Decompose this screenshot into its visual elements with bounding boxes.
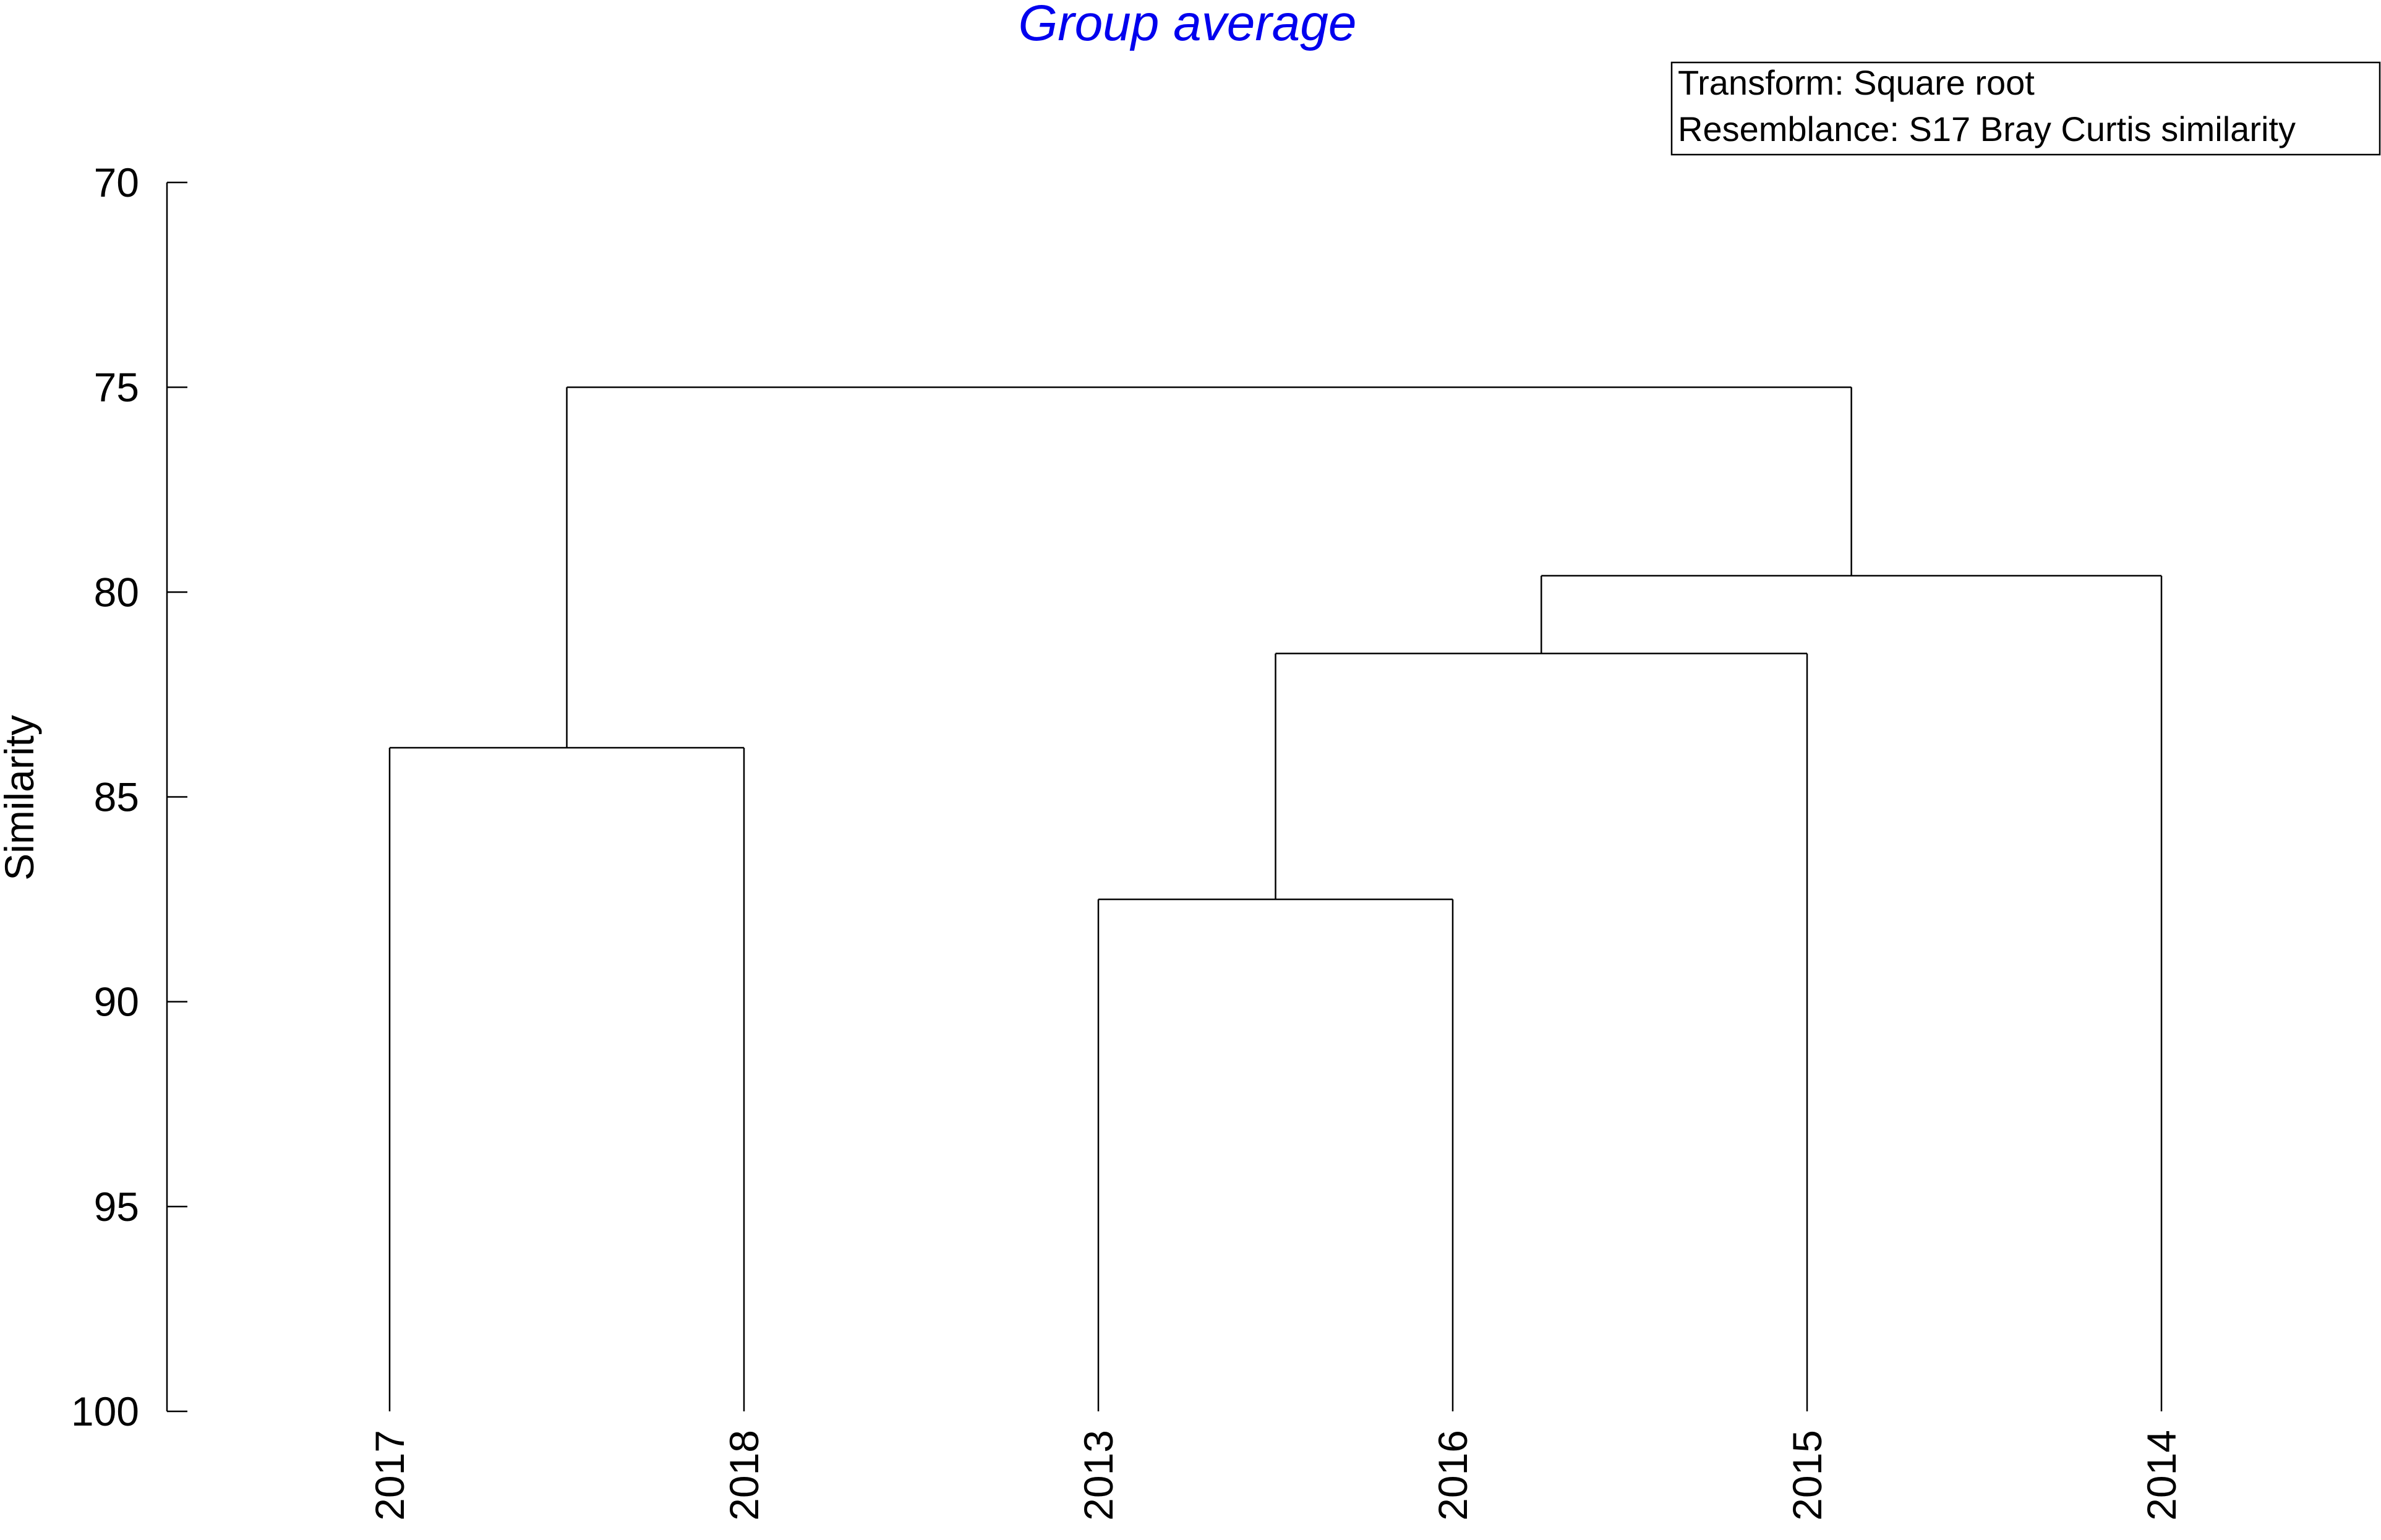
y-tick-label: 95 (94, 1184, 139, 1230)
leaf-label-2015: 2015 (1784, 1430, 1830, 1521)
legend-border (1670, 61, 2381, 156)
legend-transform: Transform: Square root (1678, 63, 2035, 102)
y-tick-label: 75 (94, 364, 139, 410)
leaf-label-2014: 2014 (2139, 1430, 2184, 1521)
y-tick-label: 100 (71, 1388, 139, 1434)
y-tick-label: 90 (94, 979, 139, 1025)
y-axis: 70 75 80 85 90 95 100 (71, 160, 187, 1434)
y-tick-label: 80 (94, 569, 139, 615)
leaf-label-2013: 2013 (1075, 1430, 1121, 1521)
leaf-label-2017: 2017 (367, 1430, 413, 1521)
y-tick-label: 70 (94, 160, 139, 205)
leaf-label-2018: 2018 (721, 1430, 767, 1521)
legend-resemblance: Resemblance: S17 Bray Curtis similarity (1678, 109, 2296, 148)
legend-box: Transform: Square root Resemblance: S17 … (1670, 61, 2381, 156)
leaf-label-2016: 2016 (1430, 1430, 1476, 1521)
leaf-labels: 2017 2018 2013 2016 2015 2014 (367, 1430, 2184, 1521)
dendrogram-tree (388, 386, 2163, 1411)
y-tick-label: 85 (94, 774, 139, 820)
chart-title: Group average (1018, 0, 1356, 51)
y-axis-label: Similarity (0, 715, 42, 881)
